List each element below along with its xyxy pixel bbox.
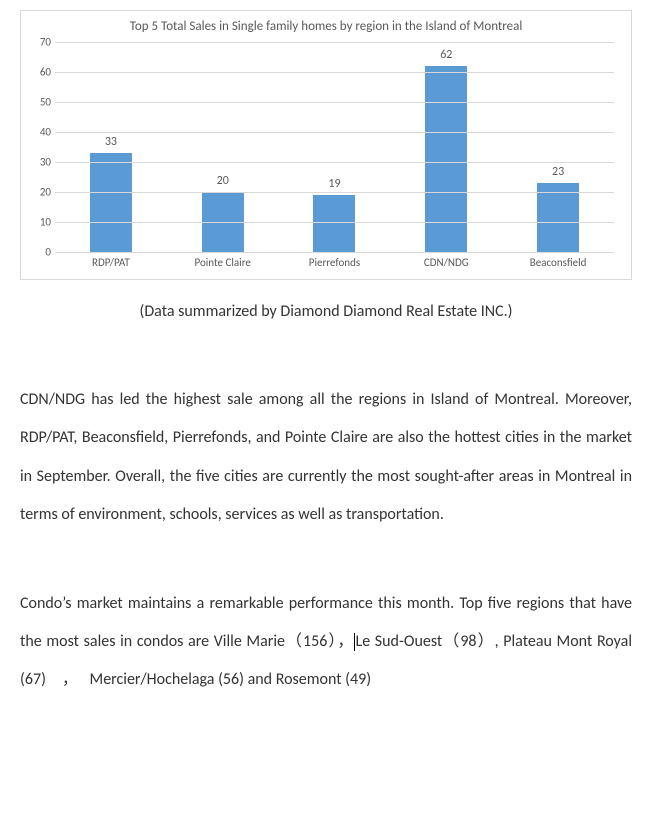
chart-y-tick-label: 40 — [33, 126, 51, 139]
chart-y-tick-label: 0 — [33, 246, 51, 259]
chart-bar — [90, 153, 132, 252]
chart-y-tick-label: 70 — [33, 36, 51, 49]
chart-bar — [425, 66, 467, 252]
chart-bar — [537, 183, 579, 252]
chart-x-tick-label: Beaconsfield — [502, 256, 614, 269]
chart-gridline — [55, 222, 614, 223]
chart-gridline — [55, 192, 614, 193]
chart-bar-slot: 19 — [279, 42, 391, 252]
chart-bar-value-label: 20 — [217, 174, 229, 188]
chart-bar-value-label: 19 — [328, 177, 340, 191]
chart-x-tick-label: CDN/NDG — [390, 256, 502, 269]
chart-plot-area: 3320196223 010203040506070 — [55, 42, 614, 252]
chart-bar-slot: 20 — [167, 42, 279, 252]
chart-bar-value-label: 33 — [105, 135, 117, 149]
chart-y-tick-label: 60 — [33, 66, 51, 79]
chart-x-tick-label: Pointe Claire — [167, 256, 279, 269]
chart-y-tick-label: 30 — [33, 156, 51, 169]
chart-y-tick-label: 10 — [33, 216, 51, 229]
chart-gridline — [55, 252, 614, 253]
chart-bar-slot: 62 — [390, 42, 502, 252]
chart-y-tick-label: 50 — [33, 96, 51, 109]
chart-bar-slot: 23 — [502, 42, 614, 252]
chart-caption: (Data summarized by Diamond Diamond Real… — [20, 302, 632, 321]
chart-gridline — [55, 72, 614, 73]
paragraph-2: Condo’s market maintains a remarkable pe… — [20, 585, 632, 700]
chart-title: Top 5 Total Sales in Single family homes… — [33, 19, 619, 34]
chart-bar-value-label: 62 — [440, 48, 452, 62]
chart-x-tick-label: Pierrefonds — [279, 256, 391, 269]
chart-x-axis-labels: RDP/PATPointe ClairePierrefondsCDN/NDGBe… — [55, 256, 614, 269]
chart-bar-value-label: 23 — [552, 165, 564, 179]
chart-bars-row: 33 20 19 62 23 — [55, 42, 614, 252]
sales-bar-chart: Top 5 Total Sales in Single family homes… — [20, 10, 632, 280]
chart-gridline — [55, 42, 614, 43]
chart-gridline — [55, 102, 614, 103]
chart-x-tick-label: RDP/PAT — [55, 256, 167, 269]
paragraph-1: CDN/NDG has led the highest sale among a… — [20, 381, 632, 535]
chart-y-tick-label: 20 — [33, 186, 51, 199]
chart-gridline — [55, 132, 614, 133]
chart-bar-slot: 33 — [55, 42, 167, 252]
chart-bar — [313, 195, 355, 252]
chart-gridline — [55, 162, 614, 163]
